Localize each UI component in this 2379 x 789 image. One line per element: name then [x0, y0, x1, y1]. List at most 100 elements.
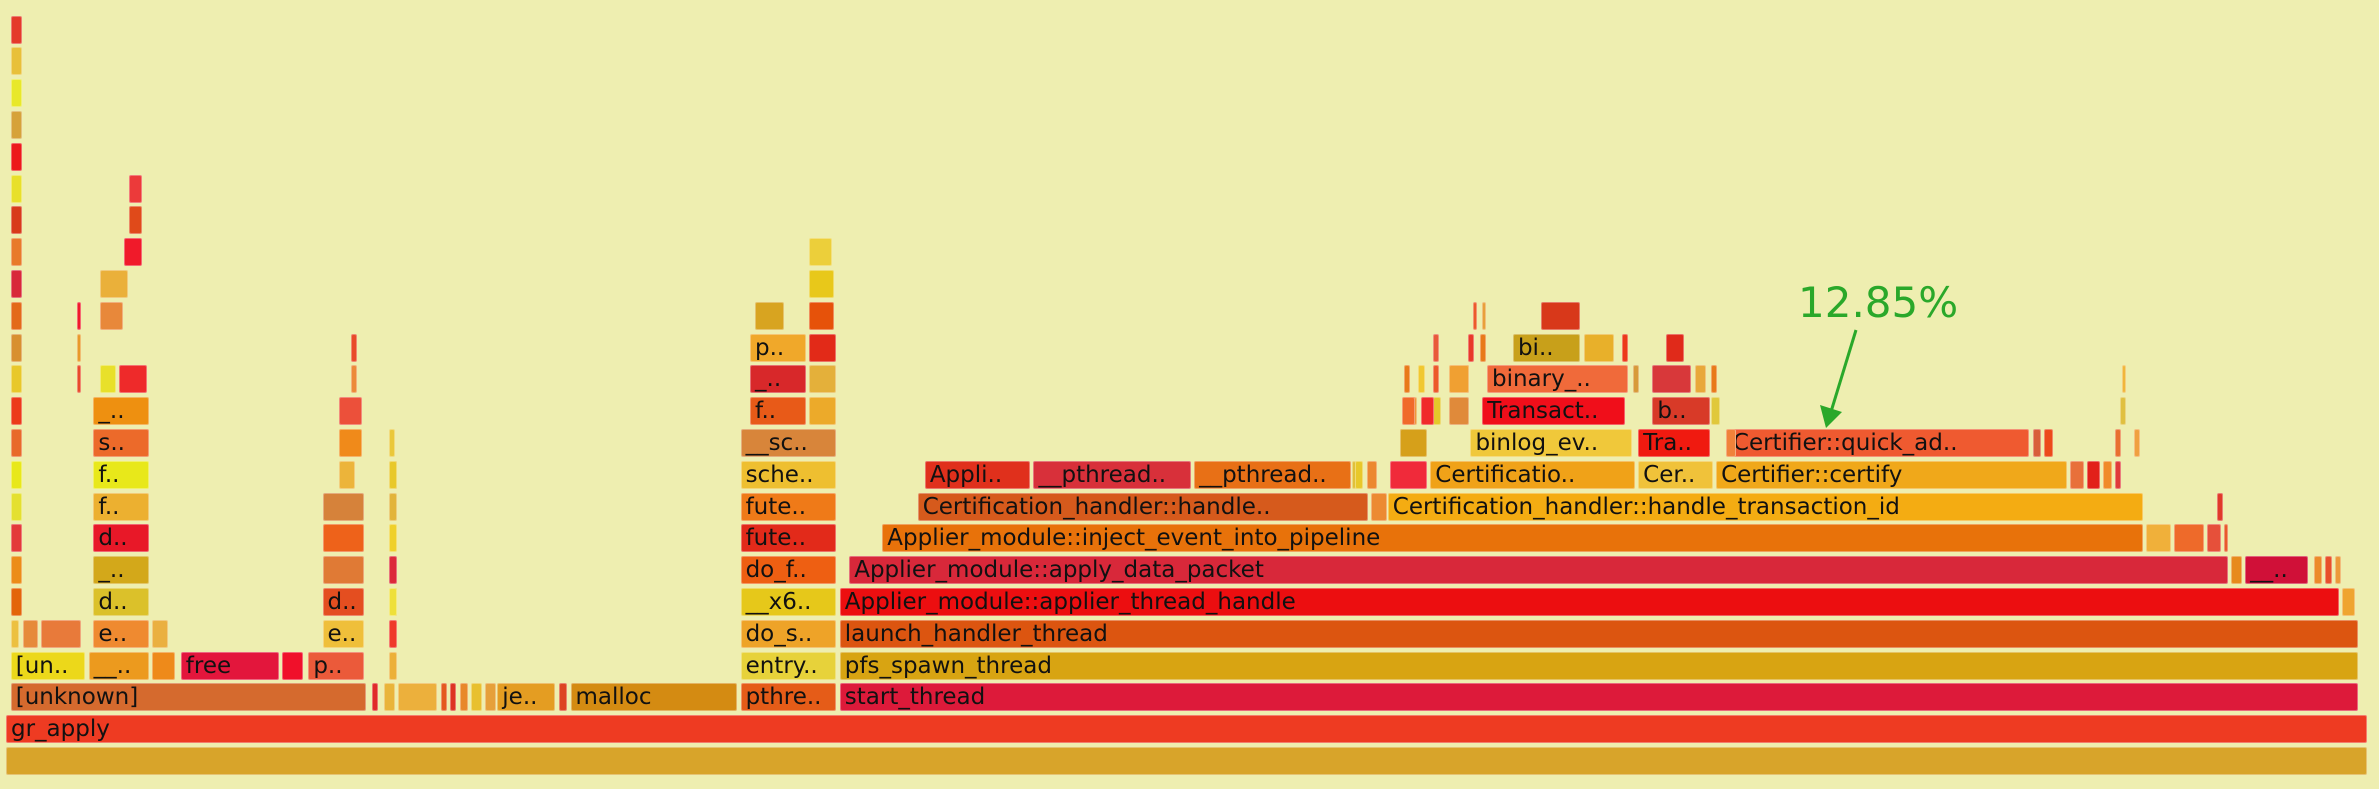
flame-frame[interactable]: f..: [93, 492, 150, 521]
flame-frame[interactable]: binlog_ev..: [1470, 429, 1633, 457]
flame-frame[interactable]: [2223, 524, 2228, 553]
flame-frame[interactable]: [100, 301, 124, 330]
flame-frame[interactable]: [1468, 333, 1475, 362]
flame-frame[interactable]: [76, 333, 81, 362]
flame-frame[interactable]: entry..: [740, 651, 837, 680]
flame-frame[interactable]: [350, 365, 357, 394]
flame-frame[interactable]: [809, 333, 837, 362]
flame-frame[interactable]: [10, 524, 22, 553]
flame-frame[interactable]: [10, 619, 20, 648]
flame-frame[interactable]: [388, 492, 398, 521]
flame-frame[interactable]: [1354, 460, 1364, 489]
flame-frame[interactable]: __..: [2245, 556, 2308, 585]
flame-frame[interactable]: [809, 301, 835, 330]
flame-frame[interactable]: free: [180, 651, 279, 680]
flame-frame[interactable]: Certifier::certify: [1716, 460, 2068, 489]
flame-frame[interactable]: [372, 683, 379, 712]
flame-frame[interactable]: [10, 206, 22, 235]
flame-frame[interactable]: Certifier::quick_ad..: [1727, 429, 2030, 457]
flame-frame[interactable]: [388, 429, 395, 457]
flame-frame[interactable]: [388, 651, 398, 680]
flame-frame[interactable]: [2207, 524, 2221, 553]
flame-frame[interactable]: [2325, 556, 2332, 585]
flame-frame[interactable]: [1418, 365, 1425, 394]
flame-frame[interactable]: [10, 333, 22, 362]
flame-frame[interactable]: [76, 301, 81, 330]
flame-frame[interactable]: [2231, 556, 2242, 585]
flame-frame[interactable]: [471, 683, 483, 712]
flame-frame[interactable]: [10, 301, 22, 330]
flame-frame[interactable]: f..: [750, 397, 806, 426]
flame-frame[interactable]: Certificatio..: [1430, 460, 1635, 489]
flame-frame[interactable]: [1449, 397, 1470, 426]
flame-frame[interactable]: bi..: [1512, 333, 1581, 362]
flame-frame[interactable]: [22, 619, 39, 648]
flame-frame[interactable]: [76, 365, 81, 394]
flame-frame[interactable]: [809, 270, 835, 298]
flame-frame[interactable]: [558, 683, 568, 712]
flame-frame[interactable]: [322, 524, 365, 553]
flame-frame[interactable]: [1390, 460, 1427, 489]
flame-frame[interactable]: [388, 460, 398, 489]
flame-frame[interactable]: p..: [308, 651, 365, 680]
flame-frame[interactable]: Applier_module::apply_data_packet: [849, 556, 2228, 585]
flame-frame[interactable]: __..: [88, 651, 150, 680]
flame-frame[interactable]: [1711, 365, 1718, 394]
flame-frame[interactable]: pfs_spawn_thread: [839, 651, 2358, 680]
flame-frame[interactable]: [119, 365, 147, 394]
flame-frame[interactable]: [2313, 556, 2323, 585]
flame-frame[interactable]: [485, 683, 497, 712]
flame-frame[interactable]: [1432, 365, 1439, 394]
flame-frame[interactable]: __x6..: [740, 588, 837, 616]
flame-frame[interactable]: [2115, 429, 2122, 457]
flame-frame[interactable]: fute..: [740, 492, 837, 521]
flame-frame[interactable]: Appli..: [924, 460, 1031, 489]
flame-frame[interactable]: [2134, 429, 2141, 457]
flame-frame[interactable]: __pthread..: [1194, 460, 1352, 489]
flame-frame[interactable]: [809, 365, 837, 394]
flame-frame[interactable]: _..: [93, 556, 150, 585]
flame-frame[interactable]: _..: [93, 397, 150, 426]
flame-frame[interactable]: [2070, 460, 2084, 489]
flame-frame[interactable]: [10, 15, 22, 44]
flame-frame[interactable]: gr_apply: [6, 715, 2367, 744]
flame-frame[interactable]: [322, 556, 365, 585]
flame-frame[interactable]: pthre..: [740, 683, 837, 712]
flame-frame[interactable]: [1482, 301, 1486, 330]
flame-frame[interactable]: [2115, 460, 2122, 489]
flame-frame[interactable]: Transact..: [1482, 397, 1626, 426]
flame-frame[interactable]: [388, 524, 398, 553]
flame-frame[interactable]: [450, 683, 457, 712]
flame-frame[interactable]: p..: [750, 333, 806, 362]
flame-frame[interactable]: [128, 174, 142, 203]
flame-frame[interactable]: [6, 747, 2367, 775]
flame-frame[interactable]: Certification_handler::handle_transactio…: [1387, 492, 2143, 521]
flame-frame[interactable]: [10, 588, 22, 616]
flame-frame[interactable]: [1711, 397, 1720, 426]
flame-frame[interactable]: Cer..: [1638, 460, 1713, 489]
flame-frame[interactable]: d..: [93, 524, 150, 553]
flame-frame[interactable]: [1432, 333, 1439, 362]
flame-frame[interactable]: [10, 492, 22, 521]
flame-frame[interactable]: [2334, 556, 2341, 585]
flame-frame[interactable]: [1420, 397, 1434, 426]
flame-frame[interactable]: d..: [93, 588, 150, 616]
flame-frame[interactable]: [339, 397, 362, 426]
flame-frame[interactable]: je..: [497, 683, 556, 712]
flame-frame[interactable]: [2122, 365, 2127, 394]
flame-frame[interactable]: [2103, 460, 2112, 489]
flame-frame[interactable]: [1633, 365, 1640, 394]
flame-frame[interactable]: [388, 619, 398, 648]
flame-frame[interactable]: [282, 651, 303, 680]
flame-frame[interactable]: [1449, 365, 1470, 394]
flame-frame[interactable]: [388, 556, 398, 585]
flame-frame[interactable]: [459, 683, 468, 712]
flame-frame[interactable]: [388, 588, 398, 616]
flame-frame[interactable]: [10, 142, 22, 171]
flame-frame[interactable]: [10, 365, 22, 394]
flame-frame[interactable]: Certification_handler::handle..: [917, 492, 1368, 521]
flame-frame[interactable]: [10, 270, 22, 298]
flame-frame[interactable]: [809, 397, 837, 426]
flame-frame[interactable]: [unknown]: [10, 683, 367, 712]
flame-frame[interactable]: [339, 460, 355, 489]
